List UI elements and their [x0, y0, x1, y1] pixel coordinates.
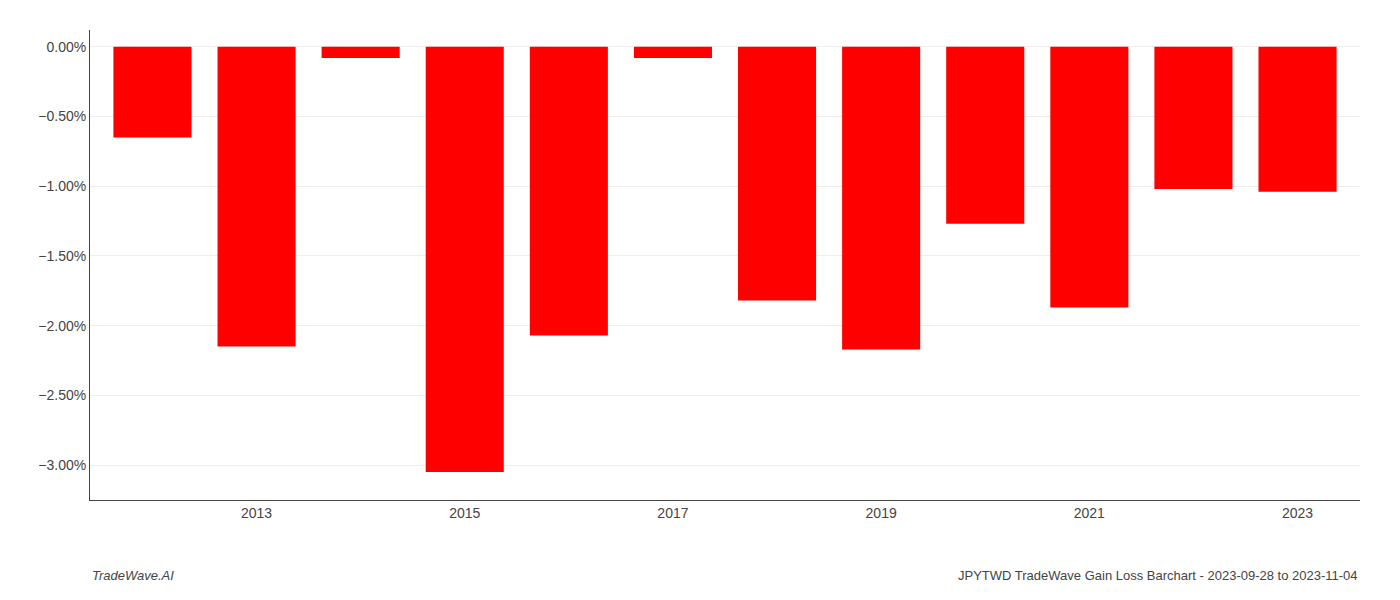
svg-text:2015: 2015	[449, 505, 480, 521]
svg-text:−2.00%: −2.00%	[38, 318, 86, 334]
svg-text:JPYTWD TradeWave Gain Loss Bar: JPYTWD TradeWave Gain Loss Barchart - 20…	[958, 568, 1358, 583]
svg-text:2019: 2019	[866, 505, 897, 521]
svg-text:2017: 2017	[657, 505, 688, 521]
svg-text:TradeWave.AI: TradeWave.AI	[92, 568, 174, 583]
svg-text:2021: 2021	[1074, 505, 1105, 521]
svg-text:−1.00%: −1.00%	[38, 178, 86, 194]
svg-text:−0.50%: −0.50%	[38, 108, 86, 124]
svg-text:2013: 2013	[241, 505, 272, 521]
svg-text:−2.50%: −2.50%	[38, 387, 86, 403]
svg-text:−1.50%: −1.50%	[38, 248, 86, 264]
svg-text:−3.00%: −3.00%	[38, 457, 86, 473]
svg-text:2023: 2023	[1282, 505, 1313, 521]
svg-text:0.00%: 0.00%	[46, 39, 86, 55]
